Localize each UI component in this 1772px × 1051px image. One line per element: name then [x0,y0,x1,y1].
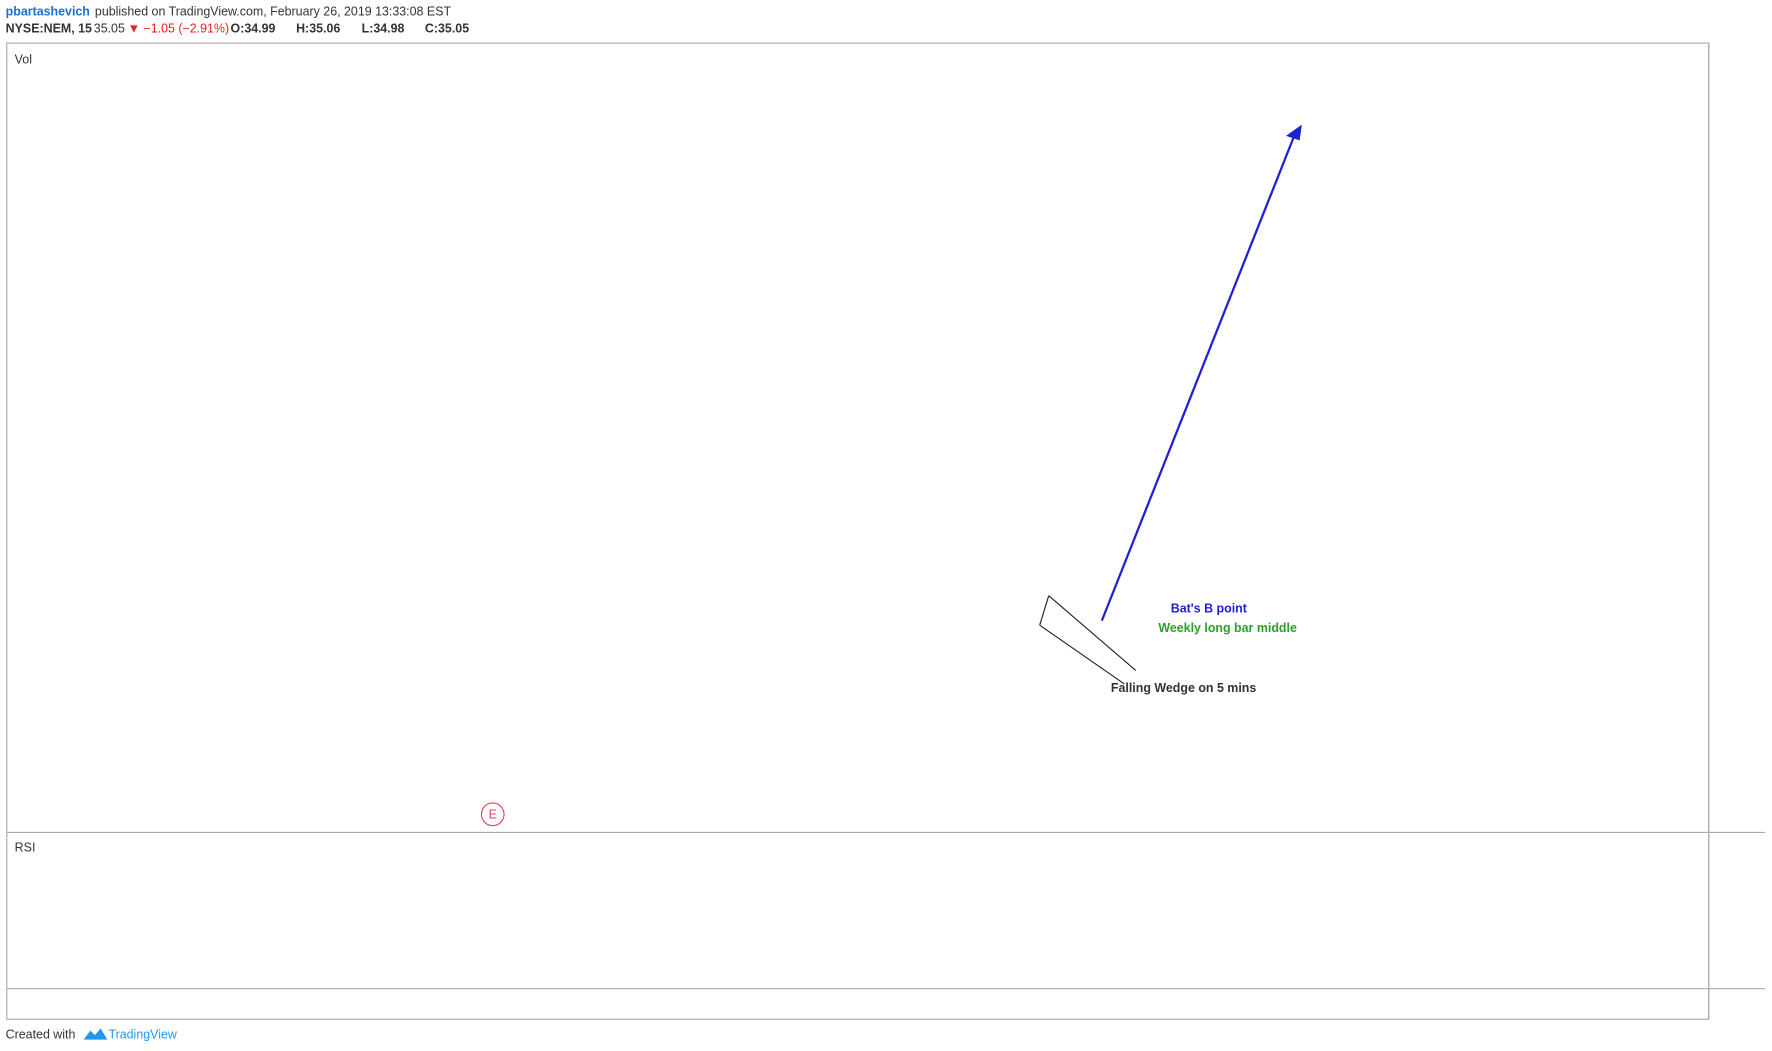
wedge-line [1048,595,1137,671]
arrow-head [1286,124,1302,141]
change: ▼ −1.05 (−2.91%) [128,22,229,36]
author: pbartashevich [6,5,90,19]
low: L:34.98 [362,22,405,36]
annotation: Falling Wedge on 5 mins [1111,681,1257,695]
wedge-line [1039,595,1050,626]
earnings-label: E [489,808,497,822]
overlays: Bat's B point Weekly long bar middle Fal… [15,52,1302,855]
projection-arrow [1100,133,1297,622]
last-price: 35.05 [94,22,125,36]
pane-label: Vol [15,52,32,66]
symbol: NYSE:NEM, 15 [6,22,92,36]
earnings-marker[interactable] [480,802,505,827]
annotation: Bat's B point [1171,602,1247,616]
open: O:34.99 [231,22,276,36]
published: published on TradingView.com, February 2… [95,5,452,19]
high: H:35.06 [296,22,340,36]
annotation: Weekly long bar middle [1158,621,1297,635]
pane-label: RSI [15,841,36,855]
close: C:35.05 [425,22,469,36]
footer-text: Created with [6,1027,76,1041]
footer-brand[interactable]: TradingView [108,1027,177,1041]
wedge-line [1039,624,1125,685]
logo [83,1028,108,1040]
